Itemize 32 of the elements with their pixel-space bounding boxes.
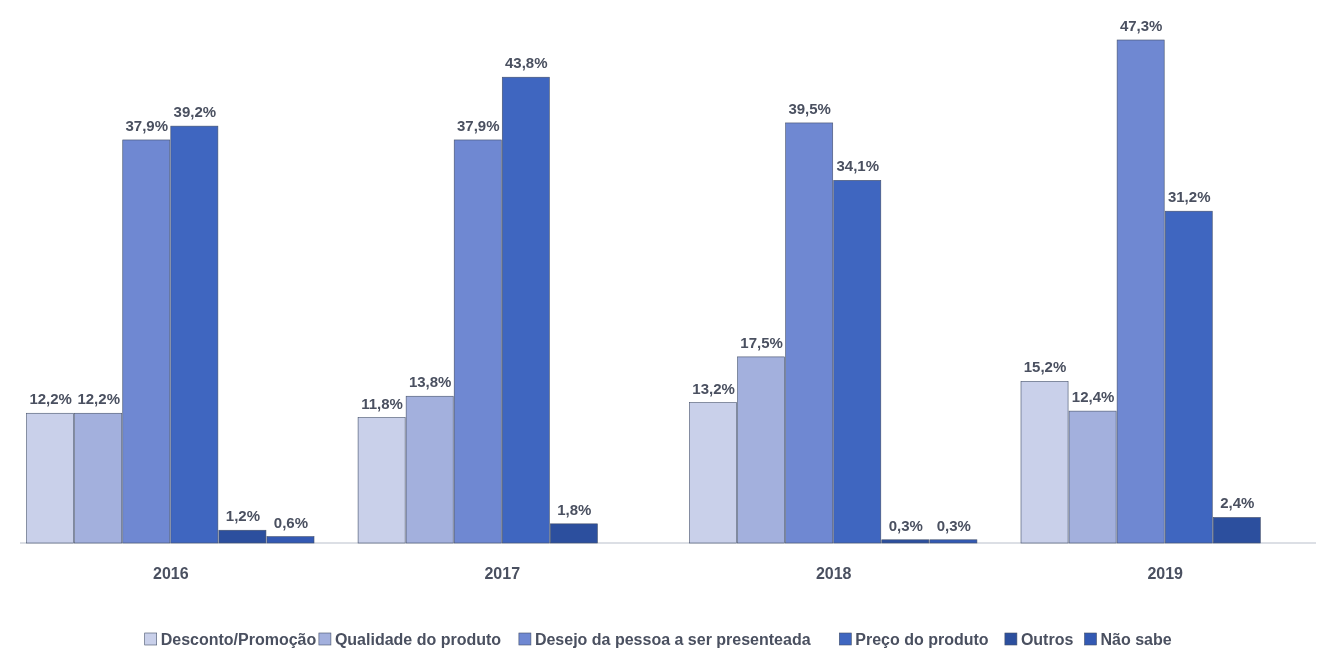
data-label: 47,3% [1119, 17, 1163, 34]
data-label: 0,3% [936, 516, 971, 534]
data-label: 39,5% [788, 99, 831, 117]
x-tick-label: 2018 [815, 565, 852, 582]
data-label: 15,2% [1023, 358, 1067, 376]
x-tick-label: 2017 [484, 565, 521, 582]
legend-label: Preço do produto [855, 631, 989, 648]
data-label: 12,2% [77, 390, 120, 408]
data-label: 43,8% [505, 54, 548, 72]
data-label: 37,9% [125, 116, 169, 134]
x-tick-label: 2019 [1147, 565, 1184, 582]
legend-label: Qualidade do produto [334, 631, 502, 648]
data-label: 17,5% [740, 333, 783, 351]
data-label: 39,2% [173, 103, 217, 121]
data-label: 12,4% [1071, 388, 1115, 406]
legend-label: Desejo da pessoa a ser presenteada [534, 631, 811, 648]
data-label: 1,8% [557, 500, 592, 518]
data-label: 2,4% [1220, 494, 1255, 512]
data-label: 13,2% [692, 379, 735, 397]
data-label: 34,1% [836, 157, 880, 175]
legend-label: Desconto/Promoção [160, 631, 317, 648]
legend-label: Não sabe [1100, 631, 1172, 648]
data-label: 1,2% [225, 507, 261, 525]
legend-label: Outros [1020, 631, 1074, 648]
data-label: 0,3% [888, 516, 923, 534]
data-label: 31,2% [1167, 188, 1211, 206]
data-label: 12,2% [29, 390, 72, 408]
data-label: 0,6% [273, 513, 309, 531]
data-label: 37,9% [456, 116, 500, 134]
data-label: 11,8% [361, 394, 403, 412]
data-label: 13,8% [408, 373, 452, 391]
x-tick-label: 2016 [153, 565, 189, 582]
